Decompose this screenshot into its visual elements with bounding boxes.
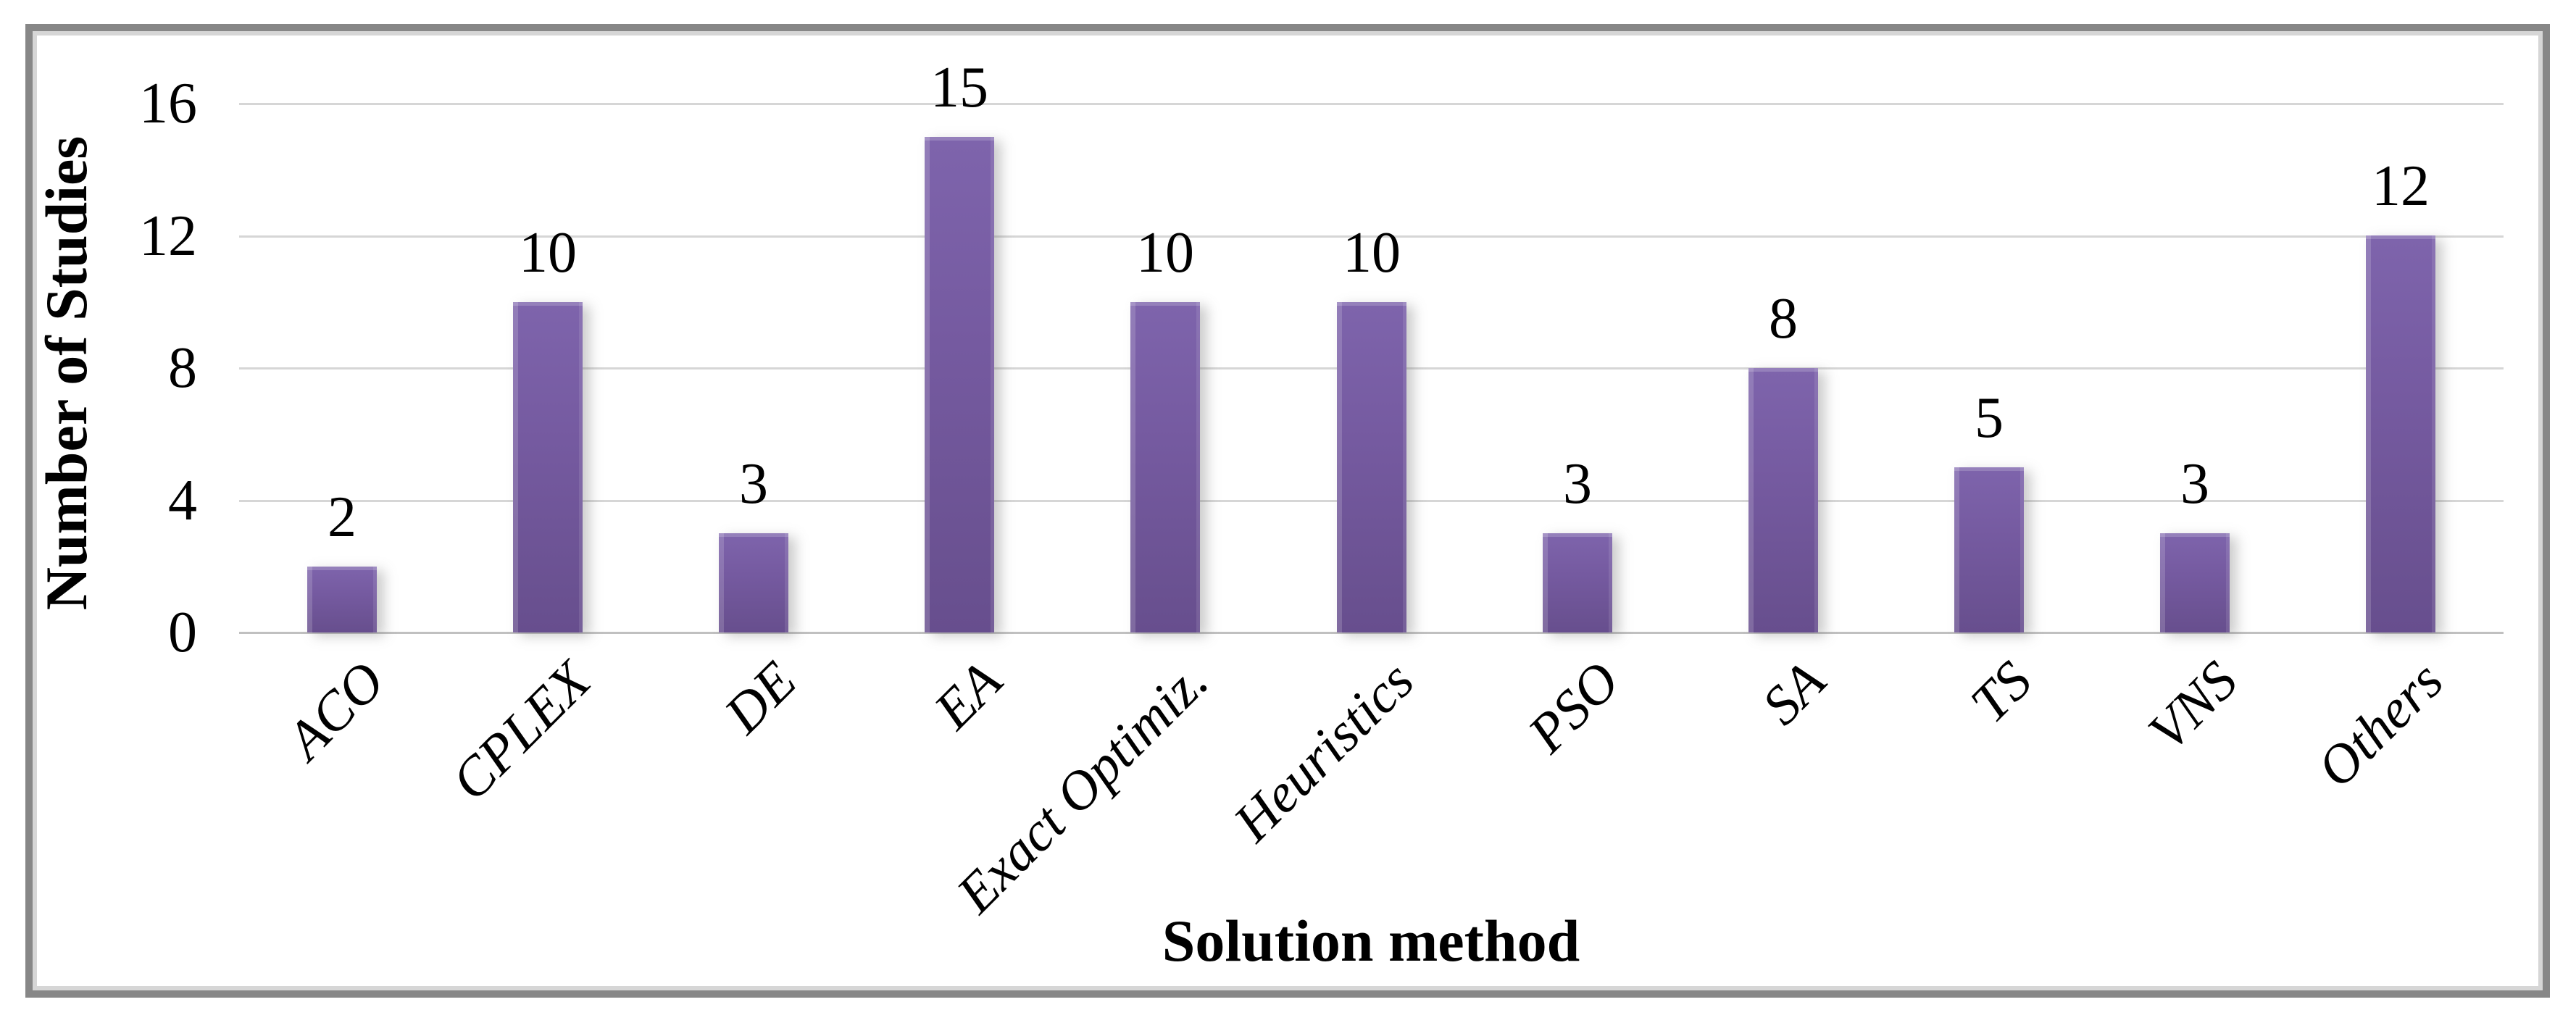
bar-sa <box>1748 368 1818 632</box>
bar-ts <box>1954 467 2024 632</box>
bar-heuristics <box>1337 302 1406 632</box>
data-label-sa: 8 <box>1769 287 1798 351</box>
bar-others <box>2366 235 2435 632</box>
data-label-cplex: 10 <box>519 221 577 285</box>
bar-de <box>719 533 788 632</box>
bar-vns <box>2160 533 2230 632</box>
chart-frame <box>25 24 2550 998</box>
bar-exact-optimiz <box>1130 302 1200 632</box>
gridline-y0 <box>239 632 2504 634</box>
gridline-y12 <box>239 235 2504 238</box>
bar-ea <box>925 137 994 632</box>
data-label-pso: 3 <box>1563 452 1592 516</box>
bar-aco <box>307 567 377 632</box>
y-tick-label-8: 8 <box>168 336 197 400</box>
x-axis-title: Solution method <box>1162 908 1580 974</box>
bar-cplex <box>513 302 583 632</box>
data-label-ts: 5 <box>1975 386 2004 450</box>
data-label-exact-optimiz: 10 <box>1136 221 1194 285</box>
data-label-aco: 2 <box>328 485 357 549</box>
y-tick-label-12: 12 <box>139 204 197 268</box>
y-tick-label-16: 16 <box>139 72 197 135</box>
y-tick-label-0: 0 <box>168 601 197 664</box>
plot-area: 2 10 3 15 10 10 3 8 5 3 12 <box>239 59 2504 634</box>
bar-pso <box>1543 533 1612 632</box>
y-tick-label-4: 4 <box>168 468 197 533</box>
data-label-heuristics: 10 <box>1343 221 1401 285</box>
data-label-others: 12 <box>2372 154 2430 218</box>
data-label-ea: 15 <box>930 56 988 120</box>
data-label-de: 3 <box>739 452 768 516</box>
gridline-y16 <box>239 103 2504 105</box>
data-label-vns: 3 <box>2180 452 2209 516</box>
